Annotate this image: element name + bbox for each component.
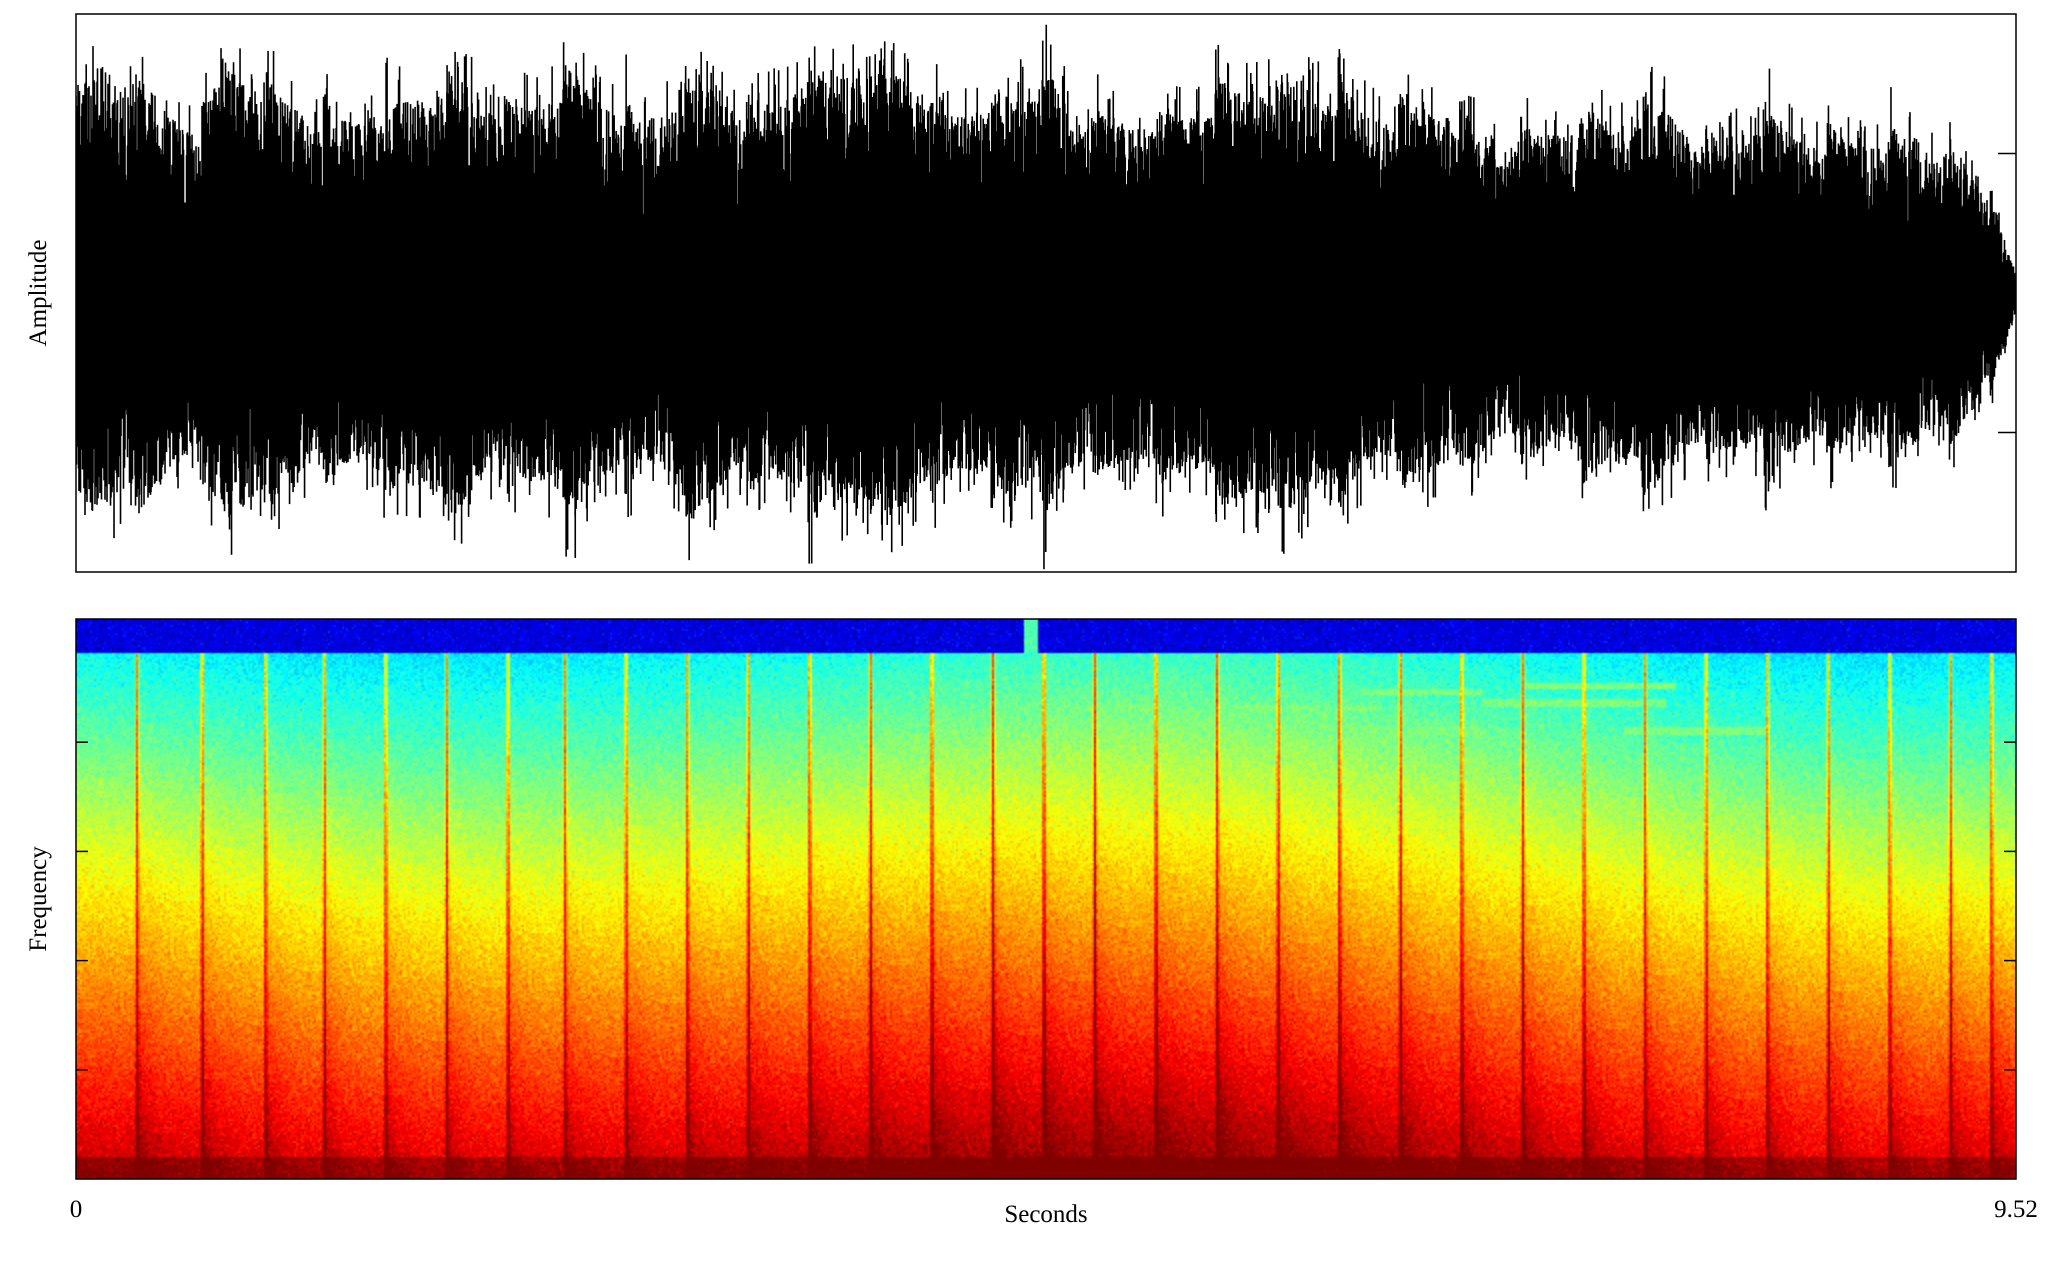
spectrogram-heatmap [76,619,2016,1179]
x-tick-label-end: 9.52 [1994,1196,2038,1223]
spectrogram-frame [75,618,2017,1180]
waveform-panel: Amplitude [25,13,2017,573]
waveform-core [76,289,2016,297]
spectrogram-y-ticks [76,741,2016,1071]
frequency-axis-label: Frequency [25,846,52,952]
seconds-axis-label: Seconds [1004,1201,1087,1228]
waveform-frame [75,13,2017,573]
waveform-y-ticks [1998,152,2016,434]
spectrogram-image [76,619,2016,1179]
spectrogram-panel: Frequency 0 9.52 Seconds [25,618,2038,1228]
amplitude-axis-label: Amplitude [25,240,52,347]
x-tick-label-start: 0 [70,1196,83,1223]
waveform-trace [76,24,2016,570]
